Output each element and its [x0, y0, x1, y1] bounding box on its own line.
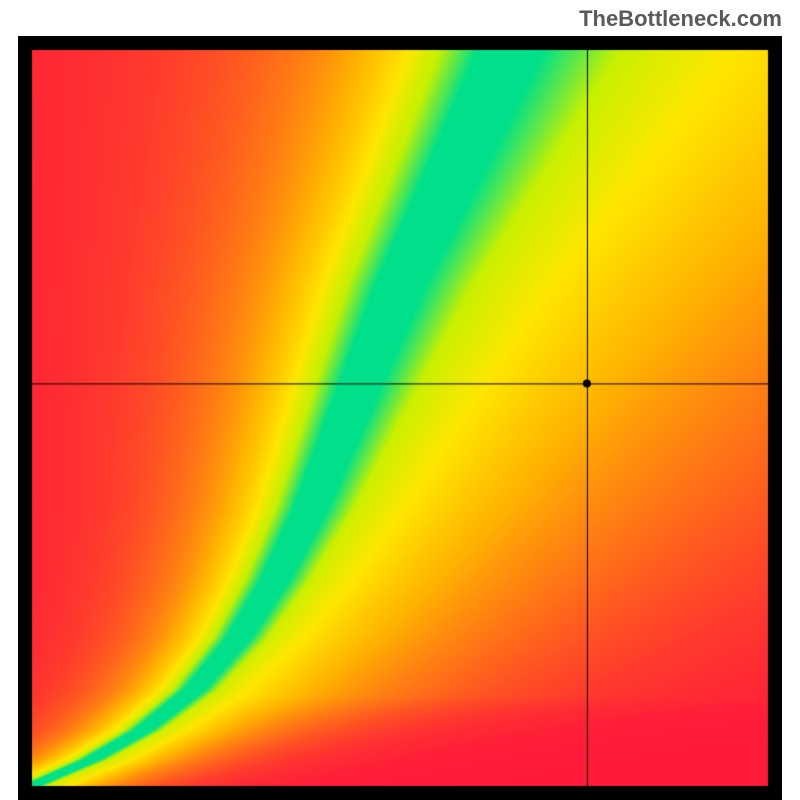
watermark-text: TheBottleneck.com: [579, 6, 782, 32]
crosshair-overlay: [18, 36, 782, 800]
bottleneck-heatmap: [18, 36, 782, 800]
